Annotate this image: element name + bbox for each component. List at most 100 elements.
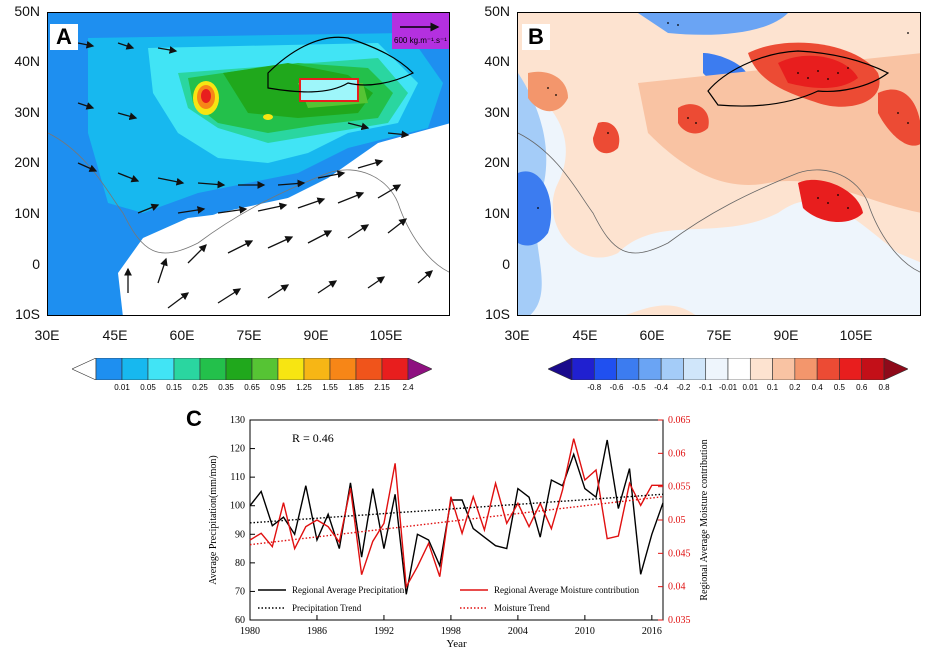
colorbar-label: 0.65 [244, 383, 260, 392]
x-tick-label: 1980 [240, 626, 260, 637]
colorbar-segment [705, 358, 729, 380]
y-right-axis-title: Regional Average Moisture contribution [699, 439, 710, 600]
panel-a-colorbar [72, 358, 432, 380]
colorbar-label: -0.01 [718, 383, 738, 392]
colorbar-label: 2.4 [402, 383, 414, 392]
anomaly-blue-patch-n [638, 13, 788, 35]
x-tick-label: 2016 [642, 626, 662, 637]
series-line-moisture-trend [249, 495, 664, 546]
colorbar-end-low [72, 358, 97, 380]
legend-label: Regional Average Precipitation [292, 585, 405, 595]
panel-b: B 50N 40N 30N 20N 10N 0 10S 30E 45E 60E … [470, 0, 941, 410]
lat-tick: 50N [14, 3, 40, 19]
panel-c-label: C [186, 406, 202, 431]
lon-tick: 60E [639, 327, 665, 343]
colorbar-label: 0.01 [114, 383, 130, 392]
x-tick-label: 1998 [441, 626, 461, 637]
colorbar-segment [303, 358, 331, 380]
colorbar-segment [861, 358, 885, 380]
y-right-tick-label: 0.06 [668, 448, 686, 459]
y-left-tick-label: 60 [235, 615, 245, 626]
colorbar-segment [381, 358, 409, 380]
x-tick-label: 2010 [575, 626, 595, 637]
lat-tick: 10N [14, 205, 40, 221]
x-tick-label: 2004 [508, 626, 528, 637]
anomaly-white-region [518, 83, 920, 315]
lon-tick: 45E [572, 327, 598, 343]
correlation-annotation: R = 0.46 [292, 431, 334, 445]
y-right-tick-label: 0.04 [668, 582, 686, 593]
colorbar-segment [638, 358, 662, 380]
colorbar-label: 0.4 [811, 383, 823, 392]
colorbar-segment [571, 358, 595, 380]
series-line-regional-average-moisture-contribution [249, 438, 663, 589]
lat-tick: 30N [484, 104, 510, 120]
colorbar-end-high [883, 358, 908, 380]
y-left-tick-label: 110 [230, 472, 245, 483]
panel-b-map [517, 12, 921, 316]
colorbar-label: 1.85 [348, 383, 364, 392]
lat-tick: 40N [14, 53, 40, 69]
colorbar-segment [147, 358, 175, 380]
y-right-tick-label: 0.065 [668, 415, 691, 426]
colorbar-segment [121, 358, 149, 380]
series-line-regional-average-precipitation [249, 439, 664, 595]
y-left-tick-label: 70 [235, 586, 245, 597]
colorbar-segment [816, 358, 840, 380]
colorbar-label: 0.05 [140, 383, 156, 392]
colorbar-label: 2.15 [374, 383, 390, 392]
panel-a-field: 600 kg.m⁻¹.s⁻¹ [48, 13, 449, 315]
colorbar-label: 0.5 [833, 383, 845, 392]
colorbar-segment [173, 358, 201, 380]
x-tick-label: 1986 [307, 626, 327, 637]
lon-tick: 30E [504, 327, 530, 343]
lat-tick: 30N [14, 104, 40, 120]
y-right-tick-label: 0.055 [668, 482, 691, 493]
colorbar-label: 0.15 [166, 383, 182, 392]
lat-tick: 40N [484, 53, 510, 69]
lon-tick: 60E [169, 327, 195, 343]
colorbar-label: 0.95 [270, 383, 286, 392]
lat-tick: 10N [484, 205, 510, 221]
anomaly-blue-patch-sw [518, 171, 552, 246]
colorbar-segment [749, 358, 773, 380]
colorbar-label: -0.1 [698, 383, 713, 392]
moisture-max-red [201, 89, 211, 103]
lat-tick: 10S [485, 306, 510, 322]
colorbar-segment [616, 358, 640, 380]
colorbar-segment [355, 358, 383, 380]
colorbar-segment [683, 358, 707, 380]
y-left-tick-label: 100 [230, 501, 245, 512]
plateau-boundary-b [707, 50, 890, 107]
colorbar-segment [329, 358, 357, 380]
y-right-tick-label: 0.035 [668, 615, 691, 626]
lat-tick: 0 [32, 256, 40, 272]
anomaly-red-patch-mid [593, 122, 620, 154]
lon-tick: 90E [773, 327, 799, 343]
series-line-precipitation-trend [249, 493, 664, 524]
colorbar-segment [727, 358, 751, 380]
colorbar-segment [772, 358, 796, 380]
low-moisture-area [128, 148, 449, 315]
colorbar-label: 0.6 [856, 383, 868, 392]
reference-vector-box [392, 13, 449, 49]
colorbar-label: 1.55 [322, 383, 338, 392]
anomaly-red-patch-east [878, 89, 920, 146]
legend-label: Precipitation Trend [292, 603, 362, 613]
y-right-tick-label: 0.045 [668, 548, 691, 559]
colorbar-label: -0.6 [609, 383, 624, 392]
lat-tick: 20N [484, 154, 510, 170]
colorbar-label: -0.5 [631, 383, 646, 392]
colorbar-segment [660, 358, 684, 380]
colorbar-segment [593, 358, 617, 380]
panel-c-line-chart: 60 70 80 90 100 110 120 130 0.035 0.04 0.045 0.05 0.… [208, 415, 710, 648]
colorbar-segment [251, 358, 279, 380]
panel-a-map: 600 kg.m⁻¹.s⁻¹ [47, 12, 450, 316]
lon-tick: 75E [236, 327, 262, 343]
lon-tick: 105E [369, 327, 403, 343]
y-right-tick-label: 0.05 [668, 515, 686, 526]
legend-label: Regional Average Moisture contribution [494, 585, 640, 595]
y-left-axis-title: Average Precipitation(mm/mon) [208, 455, 219, 585]
colorbar-segment [277, 358, 305, 380]
lon-tick: 45E [102, 327, 128, 343]
